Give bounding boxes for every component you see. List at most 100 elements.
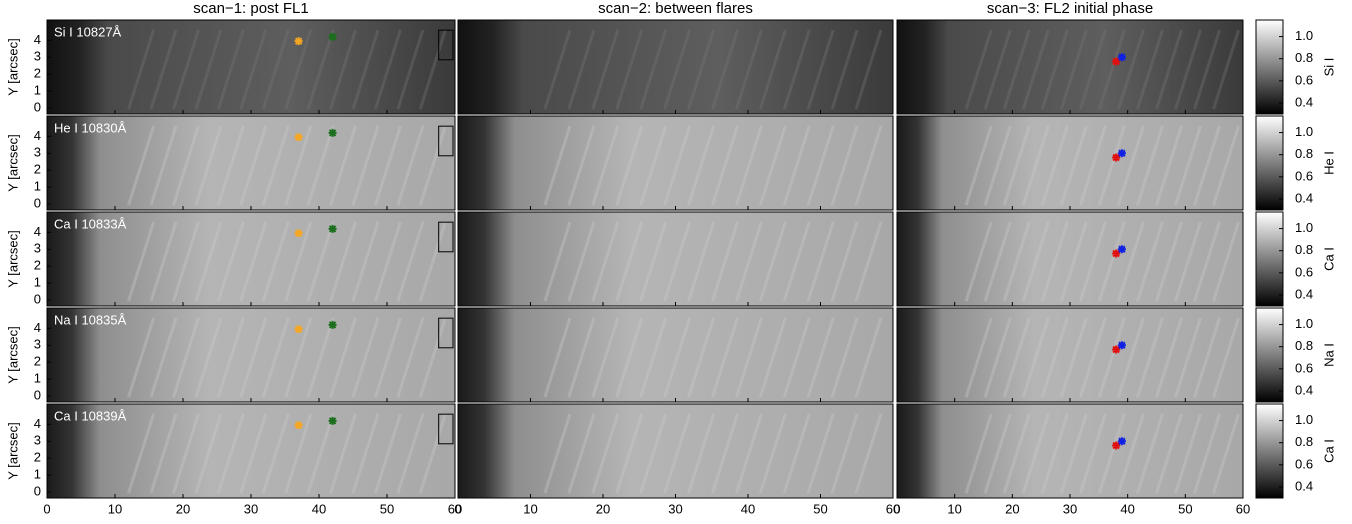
streak — [194, 413, 223, 494]
y-tick-label: 2 — [34, 162, 41, 177]
streak — [418, 29, 447, 110]
streak — [830, 317, 859, 398]
panel-image — [47, 404, 455, 498]
streak — [543, 221, 572, 302]
streak — [172, 317, 200, 398]
streak — [127, 29, 156, 110]
streak — [1193, 317, 1221, 398]
streak — [194, 317, 223, 398]
marker — [1112, 345, 1121, 354]
marker — [294, 325, 303, 334]
streak — [1117, 29, 1145, 110]
marker — [1117, 245, 1126, 254]
streak — [127, 125, 156, 206]
streak — [1212, 317, 1241, 398]
streak — [374, 413, 402, 494]
colorbar-tick-label: 0.6 — [1295, 360, 1313, 375]
colorbar-tick-label: 0.6 — [1295, 168, 1313, 183]
colorbar-label: He I — [1321, 151, 1336, 175]
x-tick-label: 50 — [380, 501, 394, 516]
streak — [854, 29, 883, 110]
box-outline — [438, 317, 454, 349]
colorbar-tick-label: 1.0 — [1295, 28, 1313, 43]
streak — [216, 125, 245, 206]
streak — [351, 29, 380, 110]
panel-image — [897, 212, 1243, 306]
streak — [194, 125, 223, 206]
streak — [983, 29, 1012, 110]
panel-image — [47, 116, 455, 210]
streak — [1193, 413, 1221, 494]
colorbar — [1255, 211, 1284, 307]
streak — [284, 221, 313, 302]
streak — [687, 221, 715, 302]
streak — [687, 317, 715, 398]
colorbar-tick-label: 0.8 — [1295, 338, 1313, 353]
streak — [306, 29, 335, 110]
x-tick-label: 20 — [1005, 501, 1019, 516]
streak — [782, 413, 811, 494]
streak — [1212, 29, 1241, 110]
colorbar-tick-label: 0.4 — [1295, 190, 1313, 205]
streak — [591, 317, 620, 398]
y-tick-label: 0 — [34, 196, 41, 211]
colorbar-tick-label: 0.8 — [1295, 50, 1313, 65]
streak — [964, 125, 993, 206]
streak — [284, 317, 313, 398]
streak — [351, 221, 380, 302]
streak — [351, 125, 380, 206]
streak — [1117, 413, 1145, 494]
x-tick-label: 10 — [108, 501, 122, 516]
streak — [1040, 29, 1069, 110]
y-axis-label: Y [arcsec] — [5, 38, 20, 96]
streak — [1021, 29, 1050, 110]
y-tick-label: 2 — [34, 258, 41, 273]
streak — [734, 317, 763, 398]
streak — [663, 125, 692, 206]
streak — [261, 413, 290, 494]
streak — [172, 29, 200, 110]
colorbar-label: Ca I — [1321, 439, 1336, 463]
streak — [1002, 317, 1031, 398]
streak — [329, 29, 357, 110]
streak — [1002, 125, 1031, 206]
streak — [1097, 221, 1126, 302]
line-label: He I 10830Å — [54, 120, 127, 135]
line-label: Na I 10835Å — [54, 312, 127, 327]
y-tick-label: 3 — [34, 145, 41, 160]
streak — [329, 317, 357, 398]
streak — [830, 125, 859, 206]
streak — [127, 413, 156, 494]
streak — [567, 317, 596, 398]
streak — [239, 29, 268, 110]
y-tick-label: 0 — [34, 100, 41, 115]
streak — [758, 125, 787, 206]
y-tick-label: 4 — [34, 32, 41, 47]
streak — [591, 221, 620, 302]
colorbar-tick-label: 0.6 — [1295, 264, 1313, 279]
streak — [854, 413, 883, 494]
marker — [1117, 53, 1126, 62]
streak — [374, 29, 402, 110]
streak — [306, 413, 335, 494]
column-title: scan−1: post FL1 — [193, 0, 309, 17]
colorbar-tick-label: 0.4 — [1295, 382, 1313, 397]
streak — [782, 221, 811, 302]
streak — [216, 413, 245, 494]
streak — [1136, 413, 1164, 494]
colorbar-tick-label: 0.8 — [1295, 146, 1313, 161]
streak — [591, 125, 620, 206]
marker — [294, 133, 303, 142]
streak — [1174, 317, 1202, 398]
streak — [351, 317, 380, 398]
streak — [615, 317, 644, 398]
streak — [1021, 413, 1050, 494]
streak — [1174, 413, 1202, 494]
streak — [830, 29, 859, 110]
streak — [396, 29, 425, 110]
streak — [758, 221, 787, 302]
streak — [758, 29, 787, 110]
streak — [687, 29, 715, 110]
streak — [261, 29, 290, 110]
streak — [1136, 317, 1164, 398]
